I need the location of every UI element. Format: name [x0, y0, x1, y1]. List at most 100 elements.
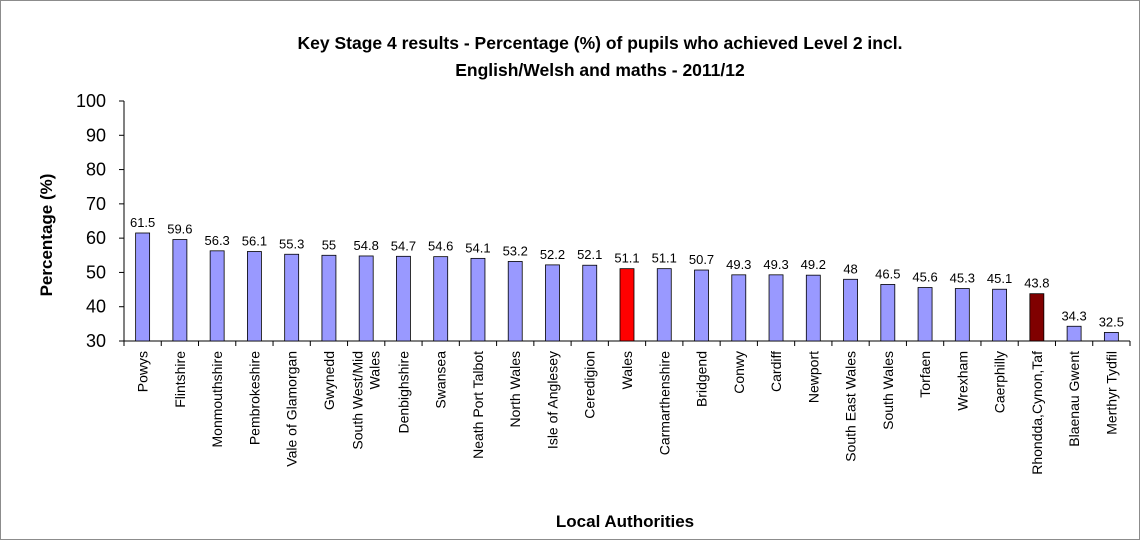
bar [843, 278, 858, 342]
data-label: 45.6 [912, 270, 937, 285]
data-label: 55.3 [279, 236, 304, 251]
bar [805, 274, 821, 342]
category-label-line: Bridgend [694, 351, 710, 407]
bar [694, 269, 709, 342]
data-label: 49.3 [726, 257, 751, 272]
bar [321, 254, 337, 342]
category-label-line: South Wales [880, 351, 896, 430]
bar [917, 287, 933, 342]
category-label: Gwynedd [321, 351, 337, 410]
data-label: 46.5 [875, 266, 900, 281]
bar [135, 232, 151, 342]
bar [470, 257, 486, 342]
category-label-line: Caerphilly [992, 351, 1008, 413]
bar [396, 255, 411, 342]
category-label-line: Wales [367, 351, 383, 389]
data-label: 56.3 [204, 233, 229, 248]
category-label: Newport [805, 351, 821, 403]
data-label: 54.7 [391, 238, 416, 253]
data-label: 61.5 [130, 215, 155, 230]
y-tick-label: 30 [86, 331, 106, 351]
category-label-line: South West/Mid [350, 351, 366, 450]
x-axis-title: Local Authorities [556, 512, 694, 531]
y-tick-label: 40 [86, 297, 106, 317]
category-label-line: Blaenau Gwent [1066, 351, 1082, 447]
category-label-line: Powys [135, 351, 151, 392]
data-label: 56.1 [242, 234, 267, 249]
bar [358, 255, 374, 342]
bar [433, 256, 449, 342]
category-label: Blaenau Gwent [1066, 351, 1082, 447]
category-label-line: Conwy [731, 351, 747, 394]
data-label: 51.1 [652, 251, 677, 266]
data-label: 55 [322, 237, 336, 252]
category-label-line: South East Wales [843, 351, 859, 462]
data-label: 49.2 [801, 257, 826, 272]
y-tick-label: 90 [86, 125, 106, 145]
category-label: Wales [619, 351, 635, 389]
category-labels: Powys Flintshire Monmouthshire Pembrokeshir… [135, 351, 1120, 475]
bar [1103, 332, 1119, 342]
category-label: Rhondda,Cynon,Taf [1029, 351, 1045, 475]
category-label: Denbighshire [395, 351, 411, 434]
category-label: Monmouthshire [209, 351, 225, 448]
data-label: 54.1 [465, 240, 490, 255]
category-label: Cardiff [768, 351, 784, 392]
bar [619, 268, 635, 342]
data-label: 52.2 [540, 247, 565, 262]
category-label: South East Wales [843, 351, 859, 462]
category-label-line: Pembrokeshire [246, 351, 262, 445]
category-label-line: Isle of Anglesey [544, 351, 560, 449]
bar [247, 251, 262, 342]
data-label: 53.2 [503, 243, 528, 258]
category-label-line: Gwynedd [321, 351, 337, 410]
category-label: Neath Port Talbot [470, 351, 486, 459]
chart-title-line-2: English/Welsh and maths - 2011/12 [455, 60, 745, 80]
category-label: Isle of Anglesey [544, 351, 560, 449]
category-label: Conwy [731, 351, 747, 394]
bar [507, 261, 523, 342]
y-tick-label: 80 [86, 160, 106, 180]
y-axis: 30 40 50 60 70 80 90 100 [76, 91, 1130, 351]
category-label: Wrexham [954, 351, 970, 411]
category-label-line: Wales [619, 351, 635, 389]
category-label-line: Torfaen [917, 351, 933, 398]
category-label-line: Cardiff [768, 351, 784, 392]
category-label: North Wales [507, 351, 523, 428]
bar [768, 274, 784, 342]
bar [656, 268, 672, 342]
bar [880, 284, 896, 342]
category-label: Swansea [433, 351, 449, 409]
bar [1066, 325, 1082, 342]
data-label: 59.6 [167, 222, 192, 237]
category-label-line: Merthyr Tydfil [1103, 351, 1119, 435]
category-label-line: Carmarthenshire [656, 351, 672, 455]
bar [954, 288, 970, 342]
data-label: 34.3 [1061, 308, 1086, 323]
category-label: Ceredigion [582, 351, 598, 419]
bar [992, 288, 1007, 342]
category-label: Pembrokeshire [246, 351, 262, 445]
category-label: Torfaen [917, 351, 933, 398]
bar [1029, 293, 1045, 342]
bar [545, 264, 560, 342]
data-label: 49.3 [763, 257, 788, 272]
y-tick-label: 60 [86, 228, 106, 248]
category-label-line: Denbighshire [395, 351, 411, 434]
data-label: 45.1 [987, 271, 1012, 286]
category-label-line: Swansea [433, 351, 449, 409]
bars [123, 232, 1131, 346]
category-label: South West/MidWales [350, 351, 383, 450]
bar [172, 239, 188, 342]
data-labels: 61.5 59.6 56.3 56.1 55.3 55 54.8 54.7 54.6 54.1 53… [130, 215, 1124, 329]
data-label: 50.7 [689, 252, 714, 267]
category-label-line: Vale of Glamorgan [284, 351, 300, 467]
category-label-line: Rhondda,Cynon,Taf [1029, 351, 1045, 475]
category-label-line: Wrexham [954, 351, 970, 411]
data-label: 43.8 [1024, 276, 1049, 291]
category-label: Powys [135, 351, 151, 392]
category-label: Caerphilly [992, 351, 1008, 413]
category-label: Merthyr Tydfil [1103, 351, 1119, 435]
